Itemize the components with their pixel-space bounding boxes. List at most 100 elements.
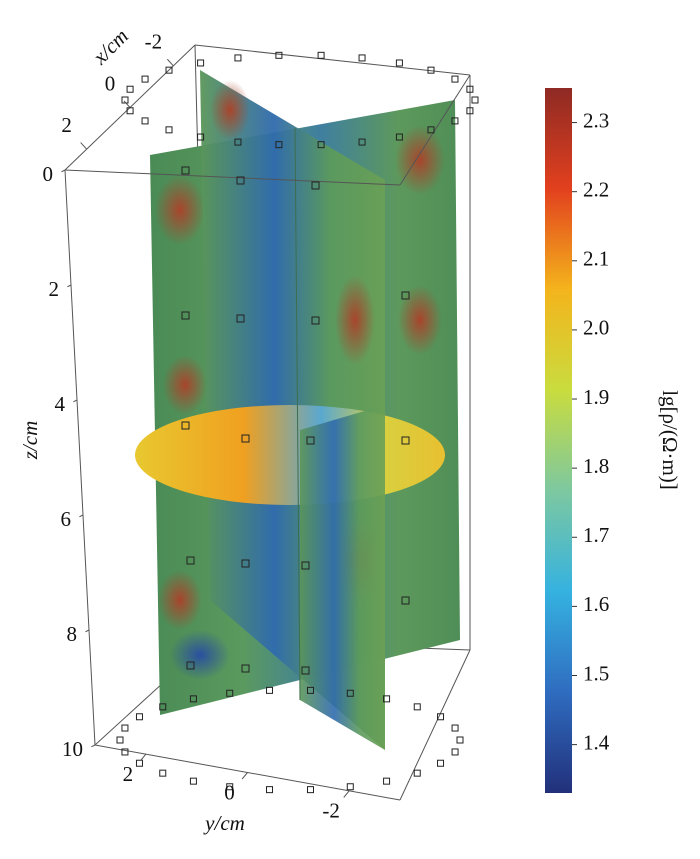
- electrode: [456, 736, 464, 744]
- electrode: [181, 421, 190, 430]
- tick-mark: [123, 100, 131, 108]
- colorbar-tick-label: 1.8: [583, 454, 609, 478]
- colorbar-label: lg[ρ/(Ω·m)]: [658, 390, 682, 490]
- colorbar-tick-label: 2.3: [583, 108, 609, 132]
- electrode: [226, 783, 234, 791]
- electrode: [451, 75, 459, 83]
- tick-mark: [73, 399, 78, 403]
- tick-mark: [166, 58, 174, 67]
- tick-mark: [80, 142, 88, 150]
- z-axis-label: z/cm: [18, 421, 42, 461]
- y-axis-label: y/cm: [203, 811, 245, 835]
- electrode: [466, 85, 474, 93]
- electrode: [275, 51, 283, 59]
- electrode: [301, 666, 310, 675]
- colorbar-tick-label: 1.5: [583, 661, 609, 685]
- tick-mark: [85, 629, 90, 633]
- y-tick-label: 2: [123, 762, 134, 786]
- slices: [135, 70, 460, 750]
- electrode: [159, 769, 167, 777]
- electrode: [358, 54, 366, 62]
- electrode: [165, 126, 173, 134]
- electrode: [189, 777, 197, 785]
- tick-mark: [67, 284, 72, 288]
- colorbar-tick-label: 1.6: [583, 592, 609, 616]
- electrode: [311, 181, 320, 190]
- z-tick-label: 6: [61, 507, 72, 531]
- electrode: [189, 695, 197, 703]
- colorbar-tick-label: 2.1: [583, 247, 609, 271]
- electrode: [159, 703, 167, 711]
- colorbar-tick-label: 1.7: [583, 523, 609, 547]
- x-tick-label: -2: [145, 30, 163, 54]
- electrode: [311, 316, 320, 325]
- electrode: [383, 777, 391, 785]
- electrode: [451, 117, 459, 125]
- electrode: [236, 314, 245, 323]
- electrode: [234, 54, 242, 62]
- tick-mark: [241, 772, 248, 780]
- electrode: [427, 126, 435, 134]
- electrode: [401, 436, 410, 445]
- electrode: [413, 703, 421, 711]
- electrode: [226, 689, 234, 697]
- electrode: [451, 748, 459, 756]
- z-tick-label: 0: [43, 162, 54, 186]
- tick-mark: [91, 744, 96, 748]
- electrode: [451, 724, 459, 732]
- electrode: [306, 786, 314, 794]
- electrode: [383, 695, 391, 703]
- electrode: [186, 556, 195, 565]
- electrode: [427, 66, 435, 74]
- electrode: [346, 689, 354, 697]
- y-tick-label: -2: [322, 799, 340, 823]
- electrode: [266, 786, 274, 794]
- electrode: [116, 736, 124, 744]
- electrode: [121, 96, 129, 104]
- electrode: [126, 85, 134, 93]
- electrode: [306, 436, 315, 445]
- electrode: [181, 311, 190, 320]
- electrode: [358, 138, 366, 146]
- electrode: [135, 713, 143, 721]
- z-tick-label: 8: [67, 622, 78, 646]
- electrode-markers: [116, 51, 479, 794]
- colorbar-tick-label: 2.0: [583, 316, 609, 340]
- electrode: [317, 51, 325, 59]
- electrode: [395, 133, 403, 141]
- x-tick-label: 2: [61, 113, 72, 137]
- electrode: [135, 759, 143, 767]
- x-tick-label: 0: [105, 71, 116, 95]
- electrode: [197, 133, 205, 141]
- z-tick-label: 2: [49, 277, 60, 301]
- electrode: [165, 66, 173, 74]
- electrode: [141, 117, 149, 125]
- electrode: [241, 664, 250, 673]
- electrode: [346, 783, 354, 791]
- electrode: [401, 596, 410, 605]
- electrode: [197, 59, 205, 67]
- electrode: [266, 686, 274, 694]
- electrode: [126, 107, 134, 115]
- electrode: [186, 661, 195, 670]
- electrode: [466, 107, 474, 115]
- tick-mark: [79, 514, 84, 518]
- electrode: [275, 141, 283, 149]
- electrode: [241, 434, 250, 443]
- tick-mark: [140, 753, 147, 762]
- electrode: [234, 138, 242, 146]
- electrode: [317, 141, 325, 149]
- electrode: [401, 291, 410, 300]
- colorbar-tick-label: 1.4: [583, 730, 610, 754]
- electrode: [306, 686, 314, 694]
- electrode: [241, 559, 250, 568]
- electrode: [236, 176, 245, 185]
- electrode: [413, 769, 421, 777]
- electrode: [301, 561, 310, 570]
- y-tick-label: 0: [224, 780, 235, 804]
- electrode: [471, 96, 479, 104]
- colorbar-tick-label: 1.9: [583, 385, 609, 409]
- colorbar: [545, 88, 572, 793]
- tick-mark: [61, 169, 66, 173]
- electrode: [395, 59, 403, 67]
